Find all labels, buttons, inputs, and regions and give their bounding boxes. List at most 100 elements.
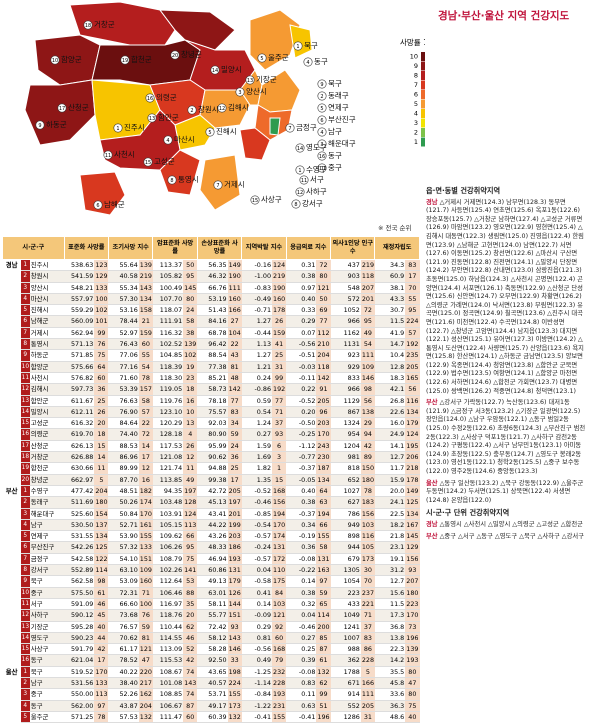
value-cell: 52.97 — [108, 327, 139, 340]
rank-cell: 71 — [360, 609, 375, 622]
rank-cell: 71 — [272, 406, 287, 419]
region-name: 의령군 — [29, 428, 65, 441]
rank-cell: 196 — [405, 632, 420, 645]
value-cell: 18.2 — [374, 519, 406, 532]
rank-cell: 1 — [272, 462, 287, 475]
region-name: 수영구 — [29, 485, 65, 498]
value-cell: 619.70 — [64, 428, 95, 441]
value-cell: -0.37 — [286, 508, 317, 520]
rank-cell: 95 — [183, 270, 198, 283]
region-name: 남구 — [29, 519, 65, 532]
value-cell: 590.23 — [64, 632, 95, 645]
table-row: 4 동구 562.00 97 43.87 204 106.67 87 49.17 173 -1.22… — [3, 700, 420, 712]
value-cell: 101.08 — [152, 677, 184, 690]
rank-cell: 66 — [316, 519, 331, 532]
rank-cell: 183 — [360, 496, 375, 509]
value-cell: 0.41 — [241, 587, 273, 599]
value-cell: 53.16 — [108, 304, 139, 317]
table-row: 3 해운대구 525.60 154 50.84 170 103.91 124 43.41 201-… — [3, 508, 420, 520]
rank-cell: 134 — [405, 406, 420, 419]
table-row: 13 기장군 595.28 40 76.57 59 110.44 62 72.42 93 0.29 9… — [3, 621, 420, 633]
rank-cell: 193 — [227, 553, 242, 566]
rank-cell: 173 — [360, 553, 375, 566]
rank-cell: 221 — [360, 598, 375, 611]
region — [79, 171, 126, 216]
value-cell: 92.03 — [197, 417, 228, 430]
rank-cell: 134 — [316, 474, 331, 486]
rank-cell: 60 — [272, 632, 287, 645]
value-cell: 76.90 — [108, 406, 139, 419]
rank-cell: 194 — [272, 508, 287, 520]
rank-cell: 165 — [405, 372, 420, 385]
region — [184, 39, 256, 91]
table-note: ※ 전국 순위 — [378, 224, 412, 232]
label-badge — [57, 103, 67, 113]
rank-cell: 34 — [227, 417, 242, 430]
rank-cell: 186 — [227, 541, 242, 554]
rank-cell: 55 — [138, 349, 153, 362]
value-cell: -0.46 — [241, 496, 273, 509]
rank-cell: 50 — [183, 259, 198, 272]
label-name: 금정구 — [296, 122, 317, 132]
table-row: 4 마산시 557.97 100 57.30 134 107.70 80 53.19 160 -0.… — [3, 293, 420, 306]
label-number: 19 — [122, 58, 128, 64]
label-number: 6 — [320, 118, 323, 124]
rank-cell: 173 — [227, 700, 242, 712]
rank-cell: 94 — [360, 428, 375, 441]
rank-cell: 37 — [360, 621, 375, 633]
rank-cell: 19 — [183, 361, 198, 373]
region-name: 부산진구 — [29, 541, 65, 554]
rank-cell: 121 — [272, 609, 287, 622]
label-number: 10 — [319, 166, 325, 172]
row-number: 2 — [20, 270, 30, 283]
value-cell: 571.85 — [64, 349, 95, 362]
label-badge — [83, 20, 93, 30]
value-cell: 53.39 — [108, 383, 139, 396]
rank-cell: 151 — [227, 609, 242, 622]
label-name: 진해시 — [216, 126, 237, 136]
label-badge — [187, 105, 197, 115]
value-cell: 86.96 — [108, 451, 139, 464]
rank-cell: 17 — [405, 270, 420, 283]
row-number: 9 — [20, 575, 30, 588]
value-cell: 18.3 — [374, 372, 406, 385]
paragraph: 부산 △중구 △서구 △동구 △영도구 △북구 △사하구 △강서구 — [426, 533, 586, 542]
value-cell: 99.38 — [197, 474, 228, 486]
rank-cell: 93 — [405, 564, 420, 577]
row-number: 7 — [20, 327, 30, 340]
region-tag: 부산 — [426, 532, 438, 540]
rank-cell: 31 — [360, 711, 375, 723]
rank-cell: 80 — [405, 688, 420, 701]
row-number: 6 — [20, 541, 30, 554]
value-cell: 1204 — [330, 440, 361, 453]
value-cell: 0.24 — [241, 372, 273, 385]
rank-cell: 160 — [138, 575, 153, 588]
region-name: 동구 — [29, 654, 65, 667]
label-number: 12 — [219, 106, 225, 112]
value-cell: 53.90 — [108, 530, 139, 543]
row-number: 1 — [20, 666, 30, 678]
value-cell: 103.91 — [152, 508, 184, 520]
value-cell: 630.66 — [64, 462, 95, 475]
row-number: 10 — [20, 361, 30, 373]
value-cell: 1131 — [330, 338, 361, 351]
value-cell: 17.3 — [374, 609, 406, 622]
label-badge — [317, 91, 327, 101]
table-row: 부산 1 수영구 477.42 204 48.51 182 94.35 197 42.72 205-… — [2, 484, 420, 667]
value-cell: 0.34 — [286, 519, 317, 532]
value-cell: 0.29 — [241, 621, 273, 633]
label-number: 3 — [320, 142, 323, 148]
rank-cell: 172 — [272, 553, 287, 566]
rank-cell: 17 — [227, 474, 242, 486]
label-name: 함안군 — [158, 112, 179, 122]
rank-cell: 166 — [227, 304, 242, 317]
rank-cell: 93 — [227, 621, 242, 633]
region-tag: 울산 — [426, 479, 438, 487]
value-cell: 78.52 — [108, 654, 139, 667]
rank-cell: 105 — [360, 541, 375, 554]
table-row: 14 영도구 590.23 44 70.62 81 114.55 46 58.12 143 0.81… — [3, 632, 420, 645]
table-row: 6 부산진구 542.26 125 57.32 133 106.26 95 48.33 186 -0… — [3, 541, 420, 554]
label-badge — [295, 143, 305, 153]
rank-cell: 197 — [227, 496, 242, 509]
value-cell: 112.64 — [152, 575, 184, 588]
